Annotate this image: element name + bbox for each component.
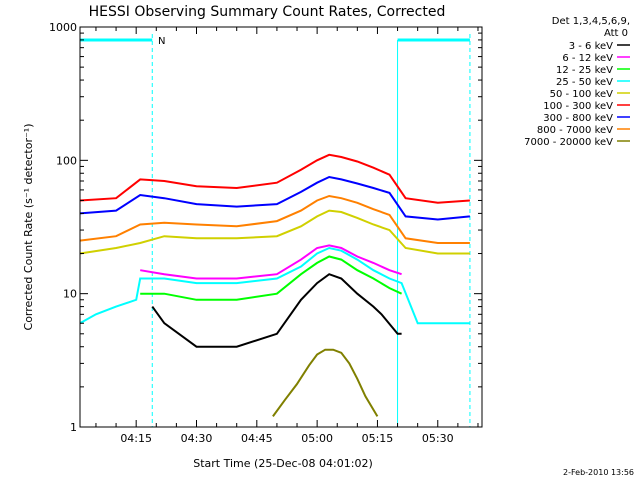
legend-label: 50 - 100 keV (550, 89, 614, 100)
x-tick-label: 05:30 (422, 432, 454, 445)
x-tick-label: 05:00 (301, 432, 333, 445)
x-tick-label: 04:15 (120, 432, 152, 445)
x-tick-label: 05:15 (362, 432, 394, 445)
series-line (151, 273, 402, 348)
legend-label: 7000 - 20000 keV (524, 137, 613, 148)
chart-title: HESSI Observing Summary Count Rates, Cor… (89, 4, 446, 20)
x-tick-label: 04:30 (181, 432, 213, 445)
series-line (79, 175, 470, 221)
y-tick-label: 1 (70, 421, 77, 434)
night-marker-label: N (158, 36, 165, 47)
legend-label: 100 - 300 keV (543, 101, 613, 112)
legend-label: 800 - 7000 keV (537, 125, 613, 136)
series-line (140, 255, 403, 301)
series-line (140, 244, 402, 280)
series-line (79, 209, 470, 255)
legend-header-line-2: Att 0 (604, 28, 628, 39)
series-line (79, 246, 470, 325)
series-line (272, 348, 379, 417)
y-tick-label: 10 (63, 288, 77, 301)
legend-label: 300 - 800 keV (543, 113, 613, 124)
legend-label: 25 - 50 keV (556, 77, 613, 88)
series-line (79, 153, 470, 204)
series-line (79, 194, 470, 244)
plot-area (79, 34, 471, 427)
y-axis: 1 10 100 1000 (49, 21, 482, 434)
legend-label: 12 - 25 keV (556, 65, 613, 76)
y-axis-label: Corrected Count Rate (s⁻¹ detector⁻¹) (22, 124, 35, 331)
x-axis: 04:15 04:30 04:45 05:00 05:15 05:30 (95, 27, 479, 445)
legend-header-line-1: Det 1,3,4,5,6,9, (552, 16, 630, 27)
y-tick-label: 100 (56, 154, 77, 167)
x-axis-label: Start Time (25-Dec-08 04:01:02) (193, 457, 373, 470)
plot-frame (79, 26, 483, 428)
legend-label: 3 - 6 keV (569, 41, 613, 52)
legend-label: 6 - 12 keV (562, 53, 613, 64)
timestamp: 2-Feb-2010 13:56 (563, 468, 634, 477)
y-tick-label: 1000 (49, 21, 77, 34)
x-tick-label: 04:45 (241, 432, 273, 445)
